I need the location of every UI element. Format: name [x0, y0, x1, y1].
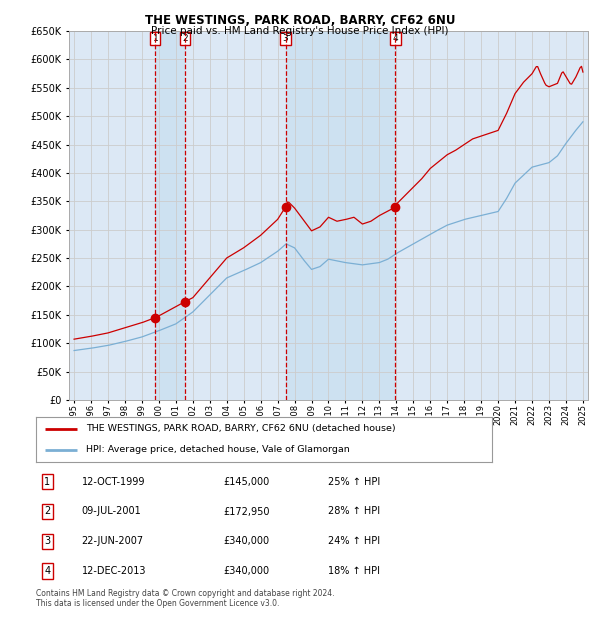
- Text: 22-JUN-2007: 22-JUN-2007: [82, 536, 144, 546]
- Text: 2: 2: [182, 34, 188, 43]
- Text: THE WESTINGS, PARK ROAD, BARRY, CF62 6NU (detached house): THE WESTINGS, PARK ROAD, BARRY, CF62 6NU…: [86, 424, 396, 433]
- Text: 28% ↑ HPI: 28% ↑ HPI: [328, 507, 380, 516]
- Text: 1: 1: [152, 34, 158, 43]
- Text: THE WESTINGS, PARK ROAD, BARRY, CF62 6NU: THE WESTINGS, PARK ROAD, BARRY, CF62 6NU: [145, 14, 455, 27]
- Text: £340,000: £340,000: [223, 536, 269, 546]
- Text: 2: 2: [44, 507, 50, 516]
- Text: £172,950: £172,950: [223, 507, 269, 516]
- Text: Price paid vs. HM Land Registry's House Price Index (HPI): Price paid vs. HM Land Registry's House …: [151, 26, 449, 36]
- Text: 09-JUL-2001: 09-JUL-2001: [82, 507, 142, 516]
- Text: 4: 4: [44, 566, 50, 576]
- Bar: [155, 31, 185, 400]
- Text: 18% ↑ HPI: 18% ↑ HPI: [328, 566, 380, 576]
- Text: 3: 3: [44, 536, 50, 546]
- Text: HPI: Average price, detached house, Vale of Glamorgan: HPI: Average price, detached house, Vale…: [86, 445, 350, 454]
- Text: 3: 3: [283, 34, 289, 43]
- Text: 24% ↑ HPI: 24% ↑ HPI: [328, 536, 380, 546]
- Text: 12-DEC-2013: 12-DEC-2013: [82, 566, 146, 576]
- Text: 1: 1: [44, 477, 50, 487]
- Text: 25% ↑ HPI: 25% ↑ HPI: [328, 477, 380, 487]
- Text: 4: 4: [392, 34, 398, 43]
- Text: 12-OCT-1999: 12-OCT-1999: [82, 477, 145, 487]
- Text: £145,000: £145,000: [223, 477, 269, 487]
- Text: £340,000: £340,000: [223, 566, 269, 576]
- Text: Contains HM Land Registry data © Crown copyright and database right 2024.
This d: Contains HM Land Registry data © Crown c…: [36, 589, 335, 608]
- Bar: [286, 31, 395, 400]
